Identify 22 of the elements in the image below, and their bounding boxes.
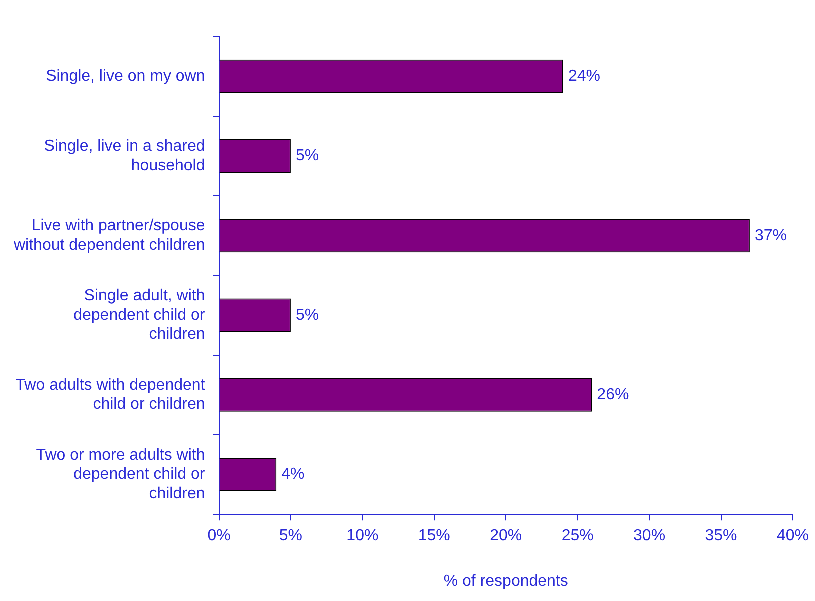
data-label: 5%	[296, 148, 320, 165]
y-tick-label: Single adult, with dependent child or children	[74, 288, 206, 344]
data-label: 37%	[754, 227, 787, 244]
x-tick-label: 25%	[562, 528, 594, 545]
x-axis-title: % of respondents	[444, 572, 568, 590]
x-tick-label: 35%	[705, 528, 738, 545]
x-tick-label: 30%	[634, 528, 666, 545]
y-tick-label: Two adults with dependent child or children	[16, 376, 206, 414]
x-tick-label: 20%	[490, 528, 522, 545]
y-tick-label: Two or more adults with dependent child or children	[36, 446, 206, 502]
y-tick-label: Live with partner/spouse without dependent children	[13, 218, 206, 254]
data-label: 4%	[282, 466, 305, 484]
y-tick-label: Single, live on my own	[46, 68, 206, 86]
data-label: 5%	[296, 306, 320, 324]
x-tick-label: 15%	[418, 528, 450, 545]
y-tick-label: Single, live in a shared household	[44, 138, 206, 174]
x-tick-label: 0%	[208, 528, 231, 545]
x-tick-label: 5%	[279, 528, 303, 545]
x-tick-label: 10%	[346, 528, 379, 545]
data-label: 24%	[568, 68, 601, 86]
x-tick-label: 40%	[776, 528, 810, 545]
data-label: 26%	[597, 386, 630, 404]
